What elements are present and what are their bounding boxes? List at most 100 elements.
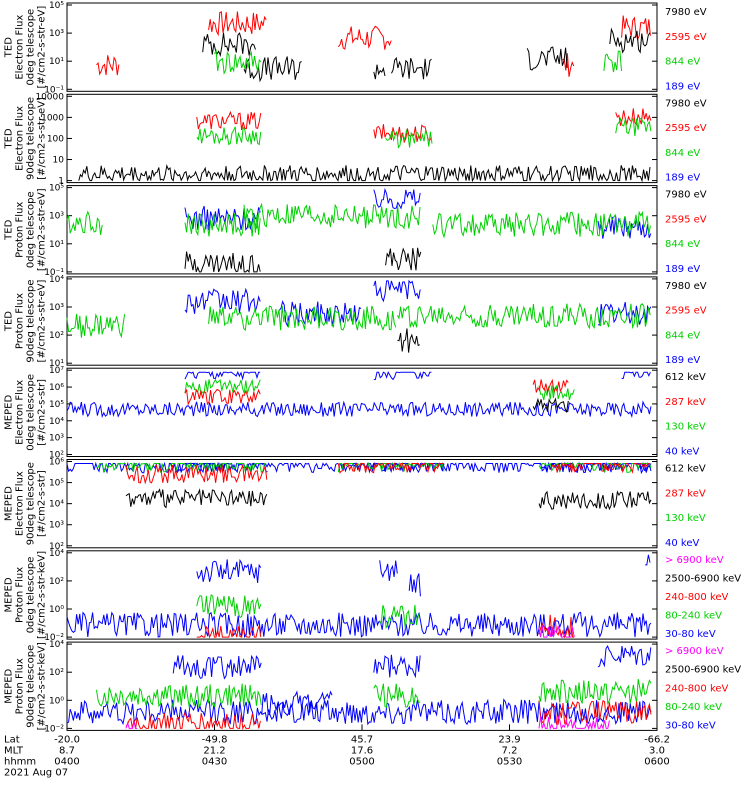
legend-entry: 2500-6900 keV [665, 573, 741, 584]
y-axis-label-ted-p-0: TEDProton Flux0deg telescope[#/cm2-s-str… [4, 188, 48, 271]
x-tick-label: 7.2 [502, 745, 518, 756]
x-tick-label: 0530 [497, 756, 522, 767]
series-trace-green [196, 116, 652, 149]
date-label: 2021 Aug 07 [4, 767, 68, 778]
y-axis-label-line: TED [4, 37, 15, 58]
legend-entry: 40 keV [665, 447, 699, 458]
x-tick-label: 0500 [349, 756, 374, 767]
y-axis-label-line: Proton Flux [15, 658, 26, 714]
legend-entry: 844 eV [665, 148, 700, 159]
series-trace-red [96, 11, 651, 77]
panel-frame-ted-e-0 [66, 2, 658, 92]
series-trace-magenta [538, 625, 575, 638]
y-tick-label: 1 [58, 177, 64, 187]
panel-frame-meped-e-90 [66, 459, 658, 549]
y-axis-label-line: Proton Flux [15, 567, 26, 623]
panel-frame-meped-e-0 [66, 367, 658, 458]
x-tick-label: 0600 [644, 756, 669, 767]
legend-entry: 844 eV [665, 57, 700, 68]
legend-entry: 189 eV [665, 81, 700, 92]
y-axis-label-ted-p-90: TEDProton Flux90deg telescope[#/cm2-s-st… [4, 280, 48, 363]
y-axis-label-line: TED [4, 128, 15, 149]
series-trace-black [202, 27, 651, 83]
legend-entry: 612 keV [665, 372, 706, 383]
series-trace-green [214, 48, 622, 75]
y-tick-label: 10⁴ [49, 640, 64, 650]
y-tick-label: 10⁰ [49, 696, 64, 706]
legend-entry: 80-240 keV [665, 702, 722, 713]
legend-entry: 80-240 keV [665, 611, 722, 622]
y-tick-label: 10⁻¹ [44, 85, 64, 95]
y-tick-label: 10¹ [49, 57, 64, 67]
y-axis-label-meped-p-90: MEPEDProton Flux90deg telescope[#/cm2-s-… [4, 642, 48, 730]
y-axis-label-line: 0deg telescope [26, 374, 37, 451]
y-tick-label: 10³ [49, 521, 64, 531]
y-axis-label-meped-e-0: MEPEDElectron Flux0deg telescope[#/cm2-s… [4, 374, 48, 451]
y-tick-label: 10⁴ [49, 275, 64, 285]
y-tick-label: 10⁷ [49, 366, 64, 376]
y-axis-label-line: 0deg telescope [26, 557, 37, 634]
y-tick-label: 10⁴ [49, 500, 64, 510]
legend-entry: 2595 eV [665, 32, 707, 43]
legend-entry: 2500-6900 keV [665, 665, 741, 676]
y-axis-label-ted-e-0: TEDElectron Flux0deg telescope[#/cm2-s-s… [4, 6, 48, 89]
legend-entry: > 6900 keV [665, 646, 724, 657]
y-axis-label-line: TED [4, 311, 15, 332]
panel-frame-ted-p-0 [66, 185, 658, 275]
x-tick-label: 3.0 [649, 745, 665, 756]
legend-entry: 30-80 keV [665, 629, 716, 640]
legend-entry: 189 eV [665, 173, 700, 184]
y-tick-label: 10⁵ [49, 1, 64, 11]
legend-entry: 130 keV [665, 513, 706, 524]
y-axis-label-line: [#/cm2-s-str] [37, 379, 48, 446]
series-trace-green [96, 679, 652, 709]
legend-entry: 7980 eV [665, 98, 707, 109]
y-axis-label-line: [#/cm2-s-str-keV] [37, 642, 48, 730]
x-tick-label: 0430 [202, 756, 227, 767]
y-tick-label: 10² [49, 577, 64, 587]
legend-entry: 2595 eV [665, 214, 707, 225]
y-axis-label-line: 90deg telescope [26, 462, 37, 545]
y-axis-label-line: Electron Flux [15, 471, 26, 536]
series-trace-black [125, 488, 652, 511]
y-tick-label: 10⁶ [49, 383, 64, 393]
y-axis-label-meped-e-90: MEPEDElectron Flux90deg telescope[#/cm2-… [4, 462, 48, 545]
series-trace-blue [184, 187, 652, 239]
series-trace-black [532, 397, 569, 414]
y-tick-label: 10⁻² [44, 633, 64, 643]
y-axis-label-line: [#/cm2-s-str-keV] [37, 551, 48, 639]
series-trace-black [78, 163, 651, 183]
y-axis-label-line: 90deg telescope [26, 645, 37, 728]
series-trace-red [125, 461, 650, 485]
y-tick-label: 10⁻² [44, 724, 64, 734]
series-trace-black [397, 328, 421, 353]
series-trace-black [184, 247, 422, 274]
y-axis-label-meped-p-0: MEPEDProton Flux0deg telescope[#/cm2-s-s… [4, 551, 48, 639]
x-tick-label: 45.7 [351, 734, 373, 745]
y-axis-label-line: Proton Flux [15, 293, 26, 349]
y-tick-label: 10¹ [49, 359, 64, 369]
series-trace-green [196, 594, 421, 630]
series-trace-green [66, 302, 651, 339]
legend-entry: 189 eV [665, 355, 700, 366]
y-axis-label-line: [#/cm2-s-str-eV] [37, 6, 48, 89]
series-trace-red [184, 378, 569, 406]
y-tick-label: 10⁵ [49, 400, 64, 410]
y-axis-label-line: Electron Flux [15, 106, 26, 171]
y-tick-label: 10³ [49, 212, 64, 222]
y-axis-label-line: MEPED [4, 395, 15, 430]
x-tick-label: 23.9 [498, 734, 520, 745]
y-tick-label: 10¹ [49, 240, 64, 250]
legend-entry: 189 eV [665, 264, 700, 275]
y-axis-label-line: Electron Flux [15, 380, 26, 445]
legend-entry: 130 keV [665, 422, 706, 433]
y-tick-label: 1000 [41, 113, 64, 123]
legend-entry: 240-800 keV [665, 683, 729, 694]
y-axis-label-line: 90deg telescope [26, 280, 37, 363]
y-tick-label: 10² [49, 451, 64, 461]
y-axis-label-line: MEPED [4, 668, 15, 703]
series-trace-green [96, 461, 652, 474]
y-tick-label: 10000 [35, 92, 64, 102]
legend-entry: > 6900 keV [665, 555, 724, 566]
